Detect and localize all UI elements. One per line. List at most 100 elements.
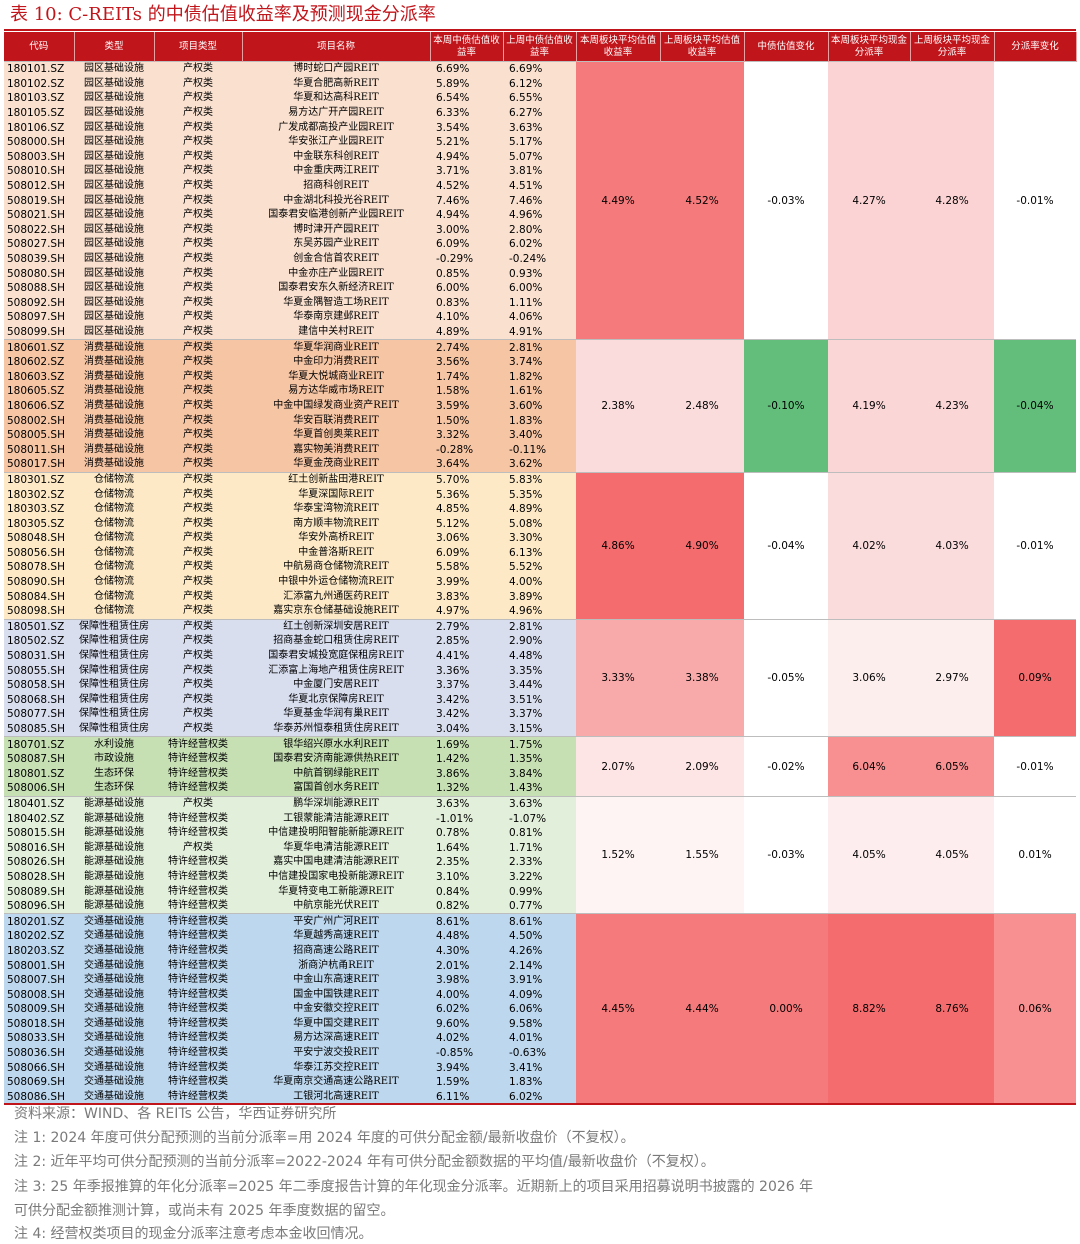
table-row: 508068.SH 保障性租赁住房 产权类 华夏北京保障房REIT 3.42% 3.51% [4, 692, 1076, 708]
yield-last-cell: 3.60% [503, 398, 576, 414]
type-cell: 保障性租赁住房 [74, 721, 154, 737]
code-cell: 508018.SH [4, 1016, 74, 1032]
yield-this-cell: 2.01% [430, 958, 503, 973]
project-name-cell: 中金中国绿发商业资产REIT [242, 398, 430, 414]
yield-this-cell: 3.98% [430, 972, 503, 988]
sector-payout-last: 4.23% [910, 339, 994, 473]
code-cell: 508003.SH [4, 149, 74, 165]
yield-this-cell: 5.58% [430, 560, 503, 575]
table-row: 508099.SH 园区基础设施 产权类 建信中关村REIT 4.89% 4.91% [4, 324, 1076, 340]
yield-this-cell: 3.59% [430, 398, 503, 414]
project-name-cell: 国金中国铁建REIT [242, 987, 430, 1002]
project-name-cell: 汇添富上海地产租赁住房REIT [242, 663, 430, 678]
type-cell: 仓储物流 [74, 471, 154, 488]
yield-this-cell: 3.94% [430, 1060, 503, 1075]
project-name-cell: 华夏南京交通高速公路REIT [242, 1074, 430, 1090]
type-cell: 园区基础设施 [74, 164, 154, 179]
code-cell: 180603.SZ [4, 369, 74, 385]
project-name-cell: 中金厦门安居REIT [242, 677, 430, 693]
project-name-cell: 华夏合肥高新REIT [242, 76, 430, 92]
project-name-cell: 建信中关村REIT [242, 324, 430, 340]
table-row: 508078.SH 仓储物流 产权类 中航易商仓储物流REIT 5.58% 5.52% [4, 560, 1076, 575]
project-type-cell: 产权类 [154, 413, 242, 428]
project-name-cell: 中金安徽交控REIT [242, 1002, 430, 1017]
code-cell: 508096.SH [4, 898, 74, 914]
project-name-cell: 华安百联消费REIT [242, 413, 430, 428]
code-cell: 508002.SH [4, 413, 74, 428]
yield-last-cell: 4.26% [503, 943, 576, 959]
table-row: 508097.SH 园区基础设施 产权类 华泰南京建邺REIT 4.10% 4.06% [4, 310, 1076, 325]
type-cell: 仓储物流 [74, 603, 154, 620]
yield-last-cell: 3.35% [503, 663, 576, 678]
yield-last-cell: 3.84% [503, 766, 576, 782]
note-3-continued: 可供分配金额推测计算，或尚未有 2025 年季度数据的留空。 [14, 1203, 395, 1219]
yield-last-cell: 0.93% [503, 266, 576, 281]
project-type-cell: 产权类 [154, 207, 242, 223]
code-cell: 180301.SZ [4, 471, 74, 488]
yield-this-cell: 3.71% [430, 164, 503, 179]
yield-this-cell: 3.10% [430, 869, 503, 885]
type-cell: 交通基础设施 [74, 1045, 154, 1061]
sector-avg-yield-this: 4.49% [576, 60, 660, 340]
project-name-cell: 中航京能光伏REIT [242, 898, 430, 914]
code-cell: 508026.SH [4, 855, 74, 870]
project-type-cell: 特许经营权类 [154, 913, 242, 930]
project-type-cell: 特许经营权类 [154, 751, 242, 767]
yield-last-cell: 4.00% [503, 574, 576, 590]
header-payout-change: 分派率变化 [994, 32, 1077, 62]
type-cell: 园区基础设施 [74, 251, 154, 267]
yield-last-cell: 4.51% [503, 178, 576, 194]
type-cell: 能源基础设施 [74, 840, 154, 856]
type-cell: 水利设施 [74, 736, 154, 752]
table-row: 508019.SH 园区基础设施 产权类 中金湖北科投光谷REIT 7.46% 7.46% [4, 193, 1076, 208]
type-cell: 仓储物流 [74, 589, 154, 604]
table-row: 508084.SH 仓储物流 产权类 汇添富九州通医药REIT 3.83% 3.89% [4, 589, 1076, 604]
yield-last-cell: 6.06% [503, 1002, 576, 1017]
yield-last-cell: 3.89% [503, 589, 576, 604]
project-name-cell: 国泰君安东久新经济REIT [242, 280, 430, 296]
project-type-cell: 产权类 [154, 369, 242, 385]
project-type-cell: 特许经营权类 [154, 1089, 242, 1105]
code-cell: 508016.SH [4, 840, 74, 856]
project-type-cell: 产权类 [154, 339, 242, 355]
type-cell: 园区基础设施 [74, 105, 154, 121]
table-row: 180602.SZ 消费基础设施 产权类 中金印力消费REIT 3.56% 3.74% [4, 354, 1076, 370]
type-cell: 园区基础设施 [74, 237, 154, 252]
yield-this-cell: 5.89% [430, 76, 503, 92]
sector-payout-last: 6.05% [910, 736, 994, 797]
yield-last-cell: 4.91% [503, 324, 576, 340]
yield-this-cell: 3.00% [430, 222, 503, 238]
yield-this-cell: 3.36% [430, 663, 503, 678]
source-note: 资料来源：WIND、各 REITs 公告，华西证券研究所 [14, 1106, 337, 1122]
project-type-cell: 特许经营权类 [154, 1045, 242, 1061]
yield-this-cell: 3.99% [430, 574, 503, 590]
project-name-cell: 嘉实中国电建清洁能源REIT [242, 855, 430, 870]
header-payout-last: 上周板块平均现金分派率 [910, 32, 995, 62]
project-name-cell: 富国首创水务REIT [242, 781, 430, 797]
yield-this-cell: 6.33% [430, 105, 503, 121]
project-type-cell: 产权类 [154, 692, 242, 708]
table-body: 180101.SZ 园区基础设施 产权类 博时蛇口产园REIT 6.69% 6.69% 4.… [4, 60, 1076, 1105]
type-cell: 消费基础设施 [74, 354, 154, 370]
code-cell: 508088.SH [4, 280, 74, 296]
table-row: 180601.SZ 消费基础设施 产权类 华夏华润商业REIT 2.74% 2.81% 2.… [4, 339, 1076, 473]
table-row: 508085.SH 保障性租赁住房 产权类 华泰苏州恒泰租赁住房REIT 3.04% 3.… [4, 721, 1076, 737]
yield-this-cell: -0.28% [430, 442, 503, 458]
project-name-cell: 工银蒙能清洁能源REIT [242, 811, 430, 826]
sector-payout-last: 4.28% [910, 60, 994, 340]
yield-last-cell: 2.14% [503, 958, 576, 973]
code-cell: 508097.SH [4, 310, 74, 325]
project-name-cell: 中金山东高速REIT [242, 972, 430, 988]
sector-avg-yield-last: 4.44% [660, 913, 744, 1105]
table-row: 180701.SZ 水利设施 特许经营权类 银华绍兴原水水利REIT 1.69% 1.75… [4, 736, 1076, 797]
yield-this-cell: -1.01% [430, 811, 503, 826]
type-cell: 交通基础设施 [74, 1060, 154, 1075]
table-row: 508001.SH 交通基础设施 特许经营权类 浙商沪杭甬REIT 2.01% 2.14% [4, 958, 1076, 973]
project-name-cell: 平安广州广河REIT [242, 913, 430, 930]
code-cell: 508099.SH [4, 324, 74, 340]
yield-last-cell: 3.91% [503, 972, 576, 988]
code-cell: 508017.SH [4, 457, 74, 473]
project-type-cell: 产权类 [154, 193, 242, 208]
table-row: 508031.SH 保障性租赁住房 产权类 国泰君安城投宽庭保租房REIT 4.41% 4… [4, 648, 1076, 664]
code-cell: 508006.SH [4, 781, 74, 797]
